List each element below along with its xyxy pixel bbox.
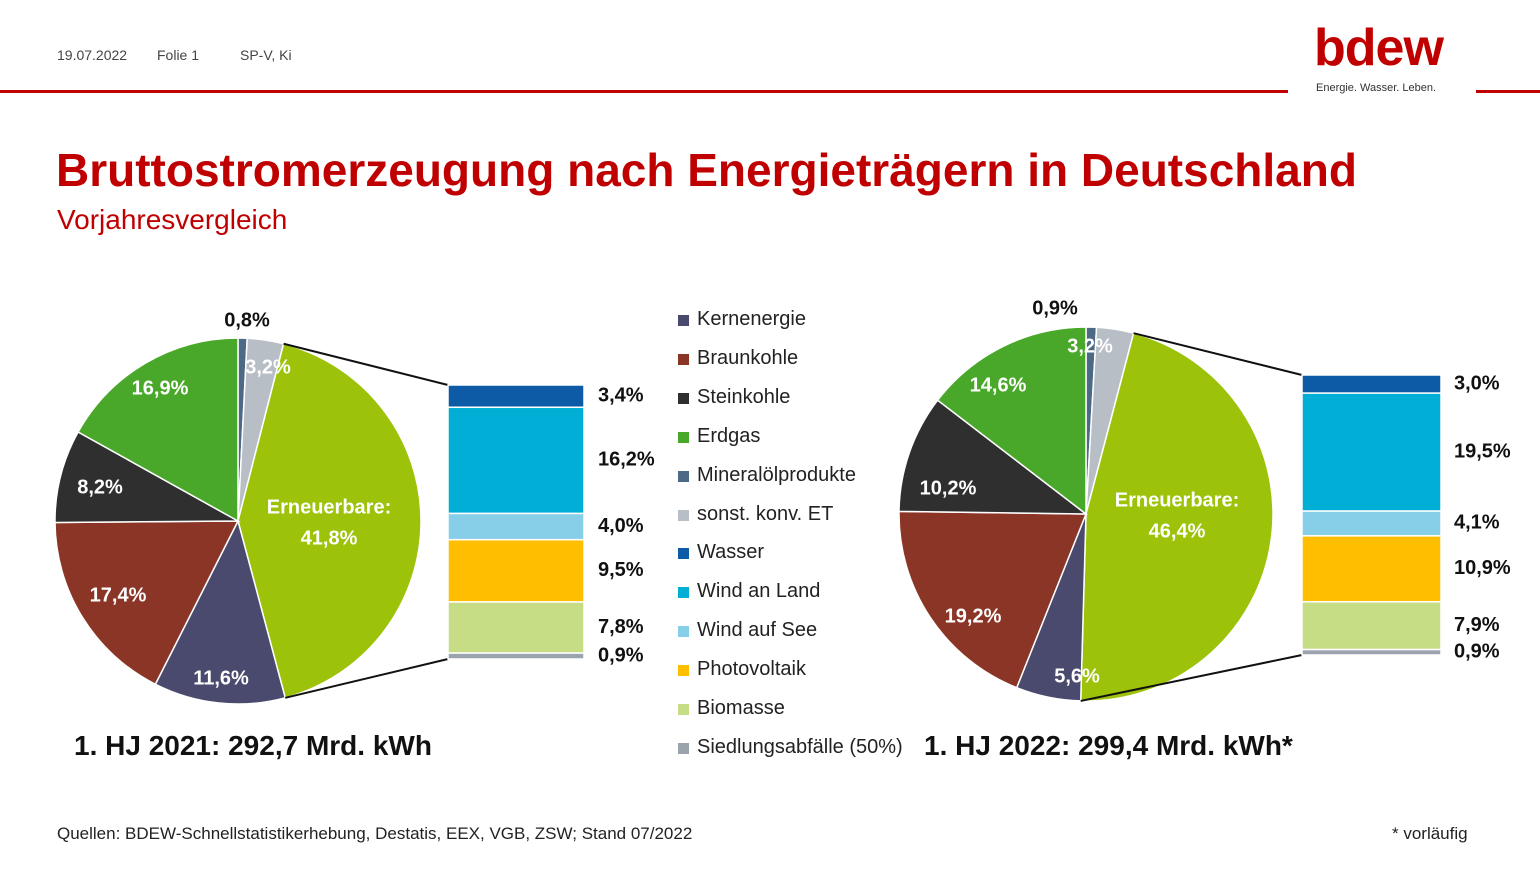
legend-swatch [678,353,689,365]
bar-segment [447,406,585,515]
pie-slice [936,326,1087,516]
bdew-logo-tagline: Energie. Wasser. Leben. [1316,82,1437,94]
data-label: 4,0% [598,515,644,537]
pie-slice [54,430,241,524]
data-label: 0,9% [1032,297,1078,319]
bdew-logo: bdew [1314,19,1444,77]
legend-swatch [678,742,689,754]
legend-label: Wind an Land [697,580,821,603]
data-label: 3,0% [1454,372,1500,394]
legend-label: Kernenergie [697,308,806,330]
legend-swatch [678,509,689,521]
legend-swatch [678,431,689,443]
legend-label: sonst. konv. ET [697,502,834,525]
legend-label: Photovoltaik [697,658,806,681]
bar-segment [1301,374,1442,394]
legend-swatch [678,548,689,560]
data-label: 5,6% [1054,665,1100,687]
data-label: 7,9% [1454,614,1500,636]
bar-segment [447,652,585,660]
pie-slice [898,399,1089,515]
connector-line [1133,332,1303,376]
legend-label: Siedlungsabfälle (50%) [697,735,903,758]
data-label: 8,2% [77,476,123,498]
data-label: 19,2% [945,605,1002,627]
page-title: Bruttostromerzeugung nach Energieträgern… [56,144,1357,196]
legend-swatch [678,587,689,599]
bar-segment [447,538,585,603]
data-label: 3,4% [598,384,644,406]
legend-label: Mineralölprodukte [697,463,856,486]
data-label: 3,2% [1067,335,1113,357]
data-label: 4,1% [1454,512,1500,534]
data-label: 14,6% [970,374,1027,396]
connector-line [1080,654,1303,702]
header-rule-left [0,90,1288,93]
connector-line [284,658,449,699]
bar-segment [1301,601,1442,651]
data-label: Erneuerbare: [1115,489,1240,511]
connector-line [283,342,449,386]
pie-slice [54,520,240,686]
legend-swatch [678,392,689,404]
pie-slice [77,337,239,523]
bar-segment [447,384,585,409]
data-label: 46,4% [1149,520,1206,542]
data-label: 10,2% [920,477,977,499]
bar-segment [447,512,585,541]
data-label: 19,5% [1454,440,1511,462]
legend-label: Steinkohle [697,385,791,408]
data-label: 0,8% [224,309,270,331]
bar-segment [447,601,585,654]
preliminary-note: * vorläufig [1392,824,1468,843]
legend-label: Wind auf See [697,619,818,642]
legend-swatch [678,626,689,638]
pie-slice [154,518,287,705]
data-label: 7,8% [598,616,644,638]
page-subtitle: Vorjahresvergleich [57,204,288,235]
legend-label: Wasser [697,541,765,564]
chart-caption-2021: 1. HJ 2021: 292,7 Mrd. kWh [74,730,432,761]
legend-label: Braunkohle [697,346,799,369]
bar-segment [1301,510,1442,537]
data-label: 41,8% [301,527,358,549]
header-rule-right [1476,90,1540,93]
slide-date: 19.07.2022 [57,47,128,63]
data-label: 16,9% [132,377,189,399]
legend-swatch [678,704,689,715]
legend-label: Biomasse [697,697,785,719]
data-label: 0,9% [1454,641,1500,663]
bar-segment [1301,648,1442,656]
data-label: 17,4% [90,584,147,606]
legend-label: Erdgas [697,424,761,447]
chart-caption-2022: 1. HJ 2022: 299,4 Mrd. kWh* [924,730,1293,761]
data-label: 16,2% [598,449,655,471]
slide-number: Folie 1 [157,47,200,63]
pie-slice [1079,332,1274,702]
pie-slice [898,510,1088,689]
sources-note: Quellen: BDEW-Schnellstatistikerhebung, … [57,824,693,843]
data-label: 0,9% [598,644,644,666]
bar-segment [1301,392,1442,512]
data-label: 10,9% [1454,557,1511,579]
legend-swatch [678,315,689,326]
pie-slice [237,342,422,699]
legend-swatch [678,470,689,482]
data-label: 9,5% [598,559,644,581]
data-label: 3,2% [245,356,291,378]
bar-segment [1301,535,1442,603]
data-label: 11,6% [193,667,249,689]
data-label: Erneuerbare: [267,496,392,518]
slide-author: SP-V, Ki [240,47,292,63]
legend-swatch [678,665,689,677]
